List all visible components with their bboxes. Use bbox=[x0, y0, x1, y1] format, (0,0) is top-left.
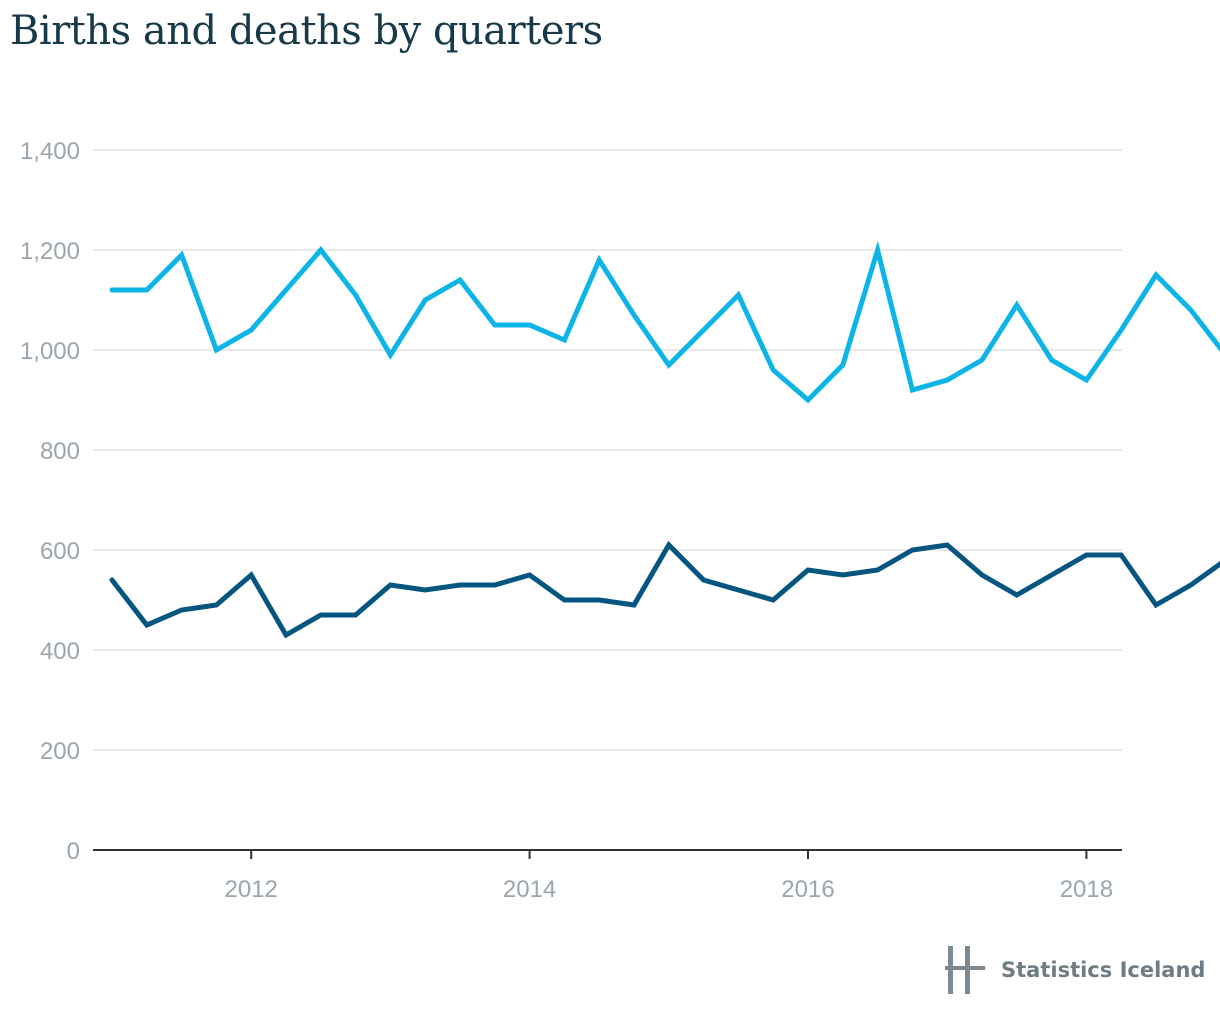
y-tick-label: 400 bbox=[40, 638, 80, 665]
x-tick-label: 2018 bbox=[1060, 876, 1113, 903]
logo-text: Statistics Iceland bbox=[1001, 958, 1206, 982]
chart-title: Births and deaths by quarters bbox=[10, 8, 603, 54]
y-tick-label: 1,000 bbox=[20, 338, 80, 365]
y-tick-label: 1,200 bbox=[20, 238, 80, 265]
statistics-iceland-icon bbox=[945, 946, 985, 994]
y-tick-label: 600 bbox=[40, 538, 80, 565]
statistics-iceland-logo: Statistics Iceland bbox=[945, 944, 1205, 996]
deaths-line bbox=[109, 540, 1220, 639]
x-axis: 2012201420162018202020222024 bbox=[93, 849, 1122, 903]
y-tick-label: 1,400 bbox=[20, 138, 80, 165]
births-line bbox=[109, 240, 1220, 404]
y-tick-label: 0 bbox=[67, 838, 80, 865]
x-tick-label: 2012 bbox=[225, 876, 278, 903]
x-tick-label: 2016 bbox=[781, 876, 834, 903]
y-tick-label: 800 bbox=[40, 438, 80, 465]
y-axis-tick-labels: 0 200 400 600 800 1,000 1,200 1,400 bbox=[20, 138, 80, 865]
y-tick-label: 200 bbox=[40, 738, 80, 765]
x-tick-label: 2014 bbox=[503, 876, 556, 903]
data-series bbox=[109, 240, 1220, 639]
grid-lines bbox=[93, 149, 1122, 751]
